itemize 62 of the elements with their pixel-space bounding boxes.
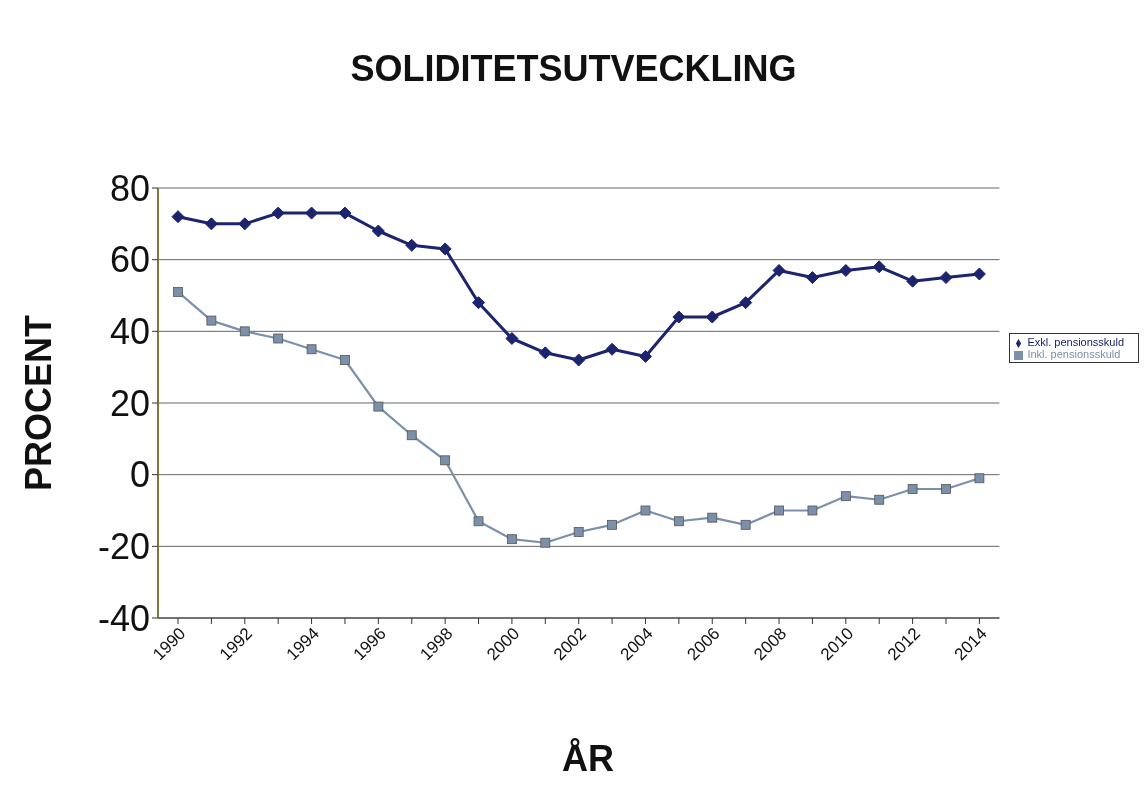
- point: [173, 287, 183, 297]
- legend-label: Exkl. pensionsskuld: [1027, 336, 1124, 348]
- chart-title: SOLIDITETSUTVECKLING: [349, 48, 798, 90]
- point: [607, 519, 617, 530]
- point: [840, 491, 851, 502]
- point: [440, 455, 451, 466]
- point: [872, 260, 886, 274]
- y-tick-label: 60: [109, 239, 150, 281]
- point: [974, 473, 985, 484]
- point: [906, 274, 920, 288]
- point: [340, 355, 350, 365]
- point: [373, 401, 384, 412]
- point: [238, 217, 252, 231]
- point: [540, 537, 551, 548]
- y-tick-label: 80: [109, 167, 150, 209]
- point: [907, 484, 918, 494]
- point: [239, 326, 250, 337]
- point: [406, 430, 417, 441]
- point: [573, 527, 584, 537]
- point: [640, 505, 651, 516]
- point: [673, 516, 684, 527]
- point: [472, 296, 486, 310]
- point: [438, 242, 452, 256]
- point: [271, 206, 285, 220]
- y-tick-label: -20: [97, 526, 150, 568]
- point: [939, 271, 953, 285]
- point: [972, 267, 986, 281]
- point: [774, 505, 784, 516]
- point: [839, 263, 853, 277]
- point: [638, 349, 652, 363]
- point: [306, 344, 317, 355]
- point: [941, 484, 951, 494]
- y-tick-label: -40: [97, 597, 150, 639]
- point: [507, 534, 517, 545]
- point: [338, 206, 352, 220]
- point: [707, 512, 718, 523]
- point: [204, 217, 218, 231]
- y-axis-title: PROCENT: [17, 314, 59, 492]
- x-axis-title: ÅR: [561, 738, 615, 780]
- point: [273, 333, 284, 344]
- point: [171, 210, 185, 224]
- point: [206, 315, 217, 326]
- legend-label: Inkl. pensionsskuld: [1027, 348, 1121, 360]
- point: [705, 310, 719, 324]
- point: [405, 238, 419, 252]
- point: [371, 224, 385, 238]
- y-tick-label: 20: [109, 382, 150, 424]
- point: [874, 494, 885, 505]
- point: [538, 346, 552, 360]
- y-tick-label: 40: [109, 311, 150, 353]
- point: [473, 516, 484, 527]
- point: [739, 296, 753, 310]
- point: [605, 342, 619, 356]
- point: [672, 310, 686, 324]
- point: [305, 206, 319, 220]
- point: [772, 263, 786, 277]
- point: [572, 353, 586, 367]
- point: [807, 505, 818, 516]
- point: [505, 332, 519, 345]
- point: [740, 519, 751, 530]
- y-tick-label: 0: [129, 454, 150, 496]
- point: [805, 271, 819, 285]
